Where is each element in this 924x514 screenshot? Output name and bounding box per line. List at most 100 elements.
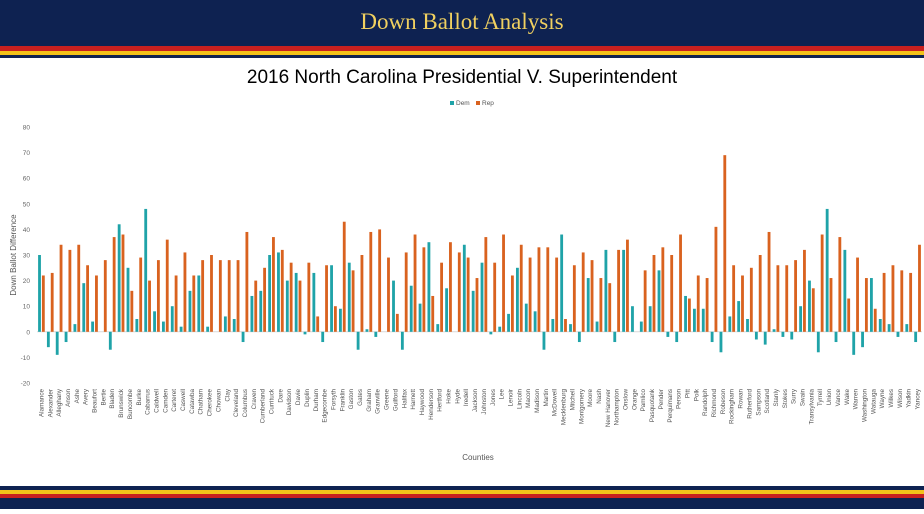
bar [277, 252, 280, 332]
bar [754, 331, 758, 340]
bar [701, 308, 705, 332]
bar [781, 331, 785, 337]
bar [692, 308, 696, 332]
bar [746, 319, 749, 332]
bar [289, 262, 293, 332]
bar [64, 331, 68, 343]
bar [799, 306, 803, 332]
x-tick-label: Brunswick [118, 388, 125, 418]
bar [112, 237, 116, 332]
x-tick-label: Jackson [472, 389, 479, 413]
bar [896, 331, 900, 337]
bar [661, 247, 665, 332]
x-tick-label: Harnett [410, 389, 417, 410]
bar [303, 331, 307, 335]
y-tick-label: 10 [23, 304, 31, 311]
bar [878, 319, 882, 332]
legend-swatch [450, 101, 454, 105]
x-tick-label: Cherokee [207, 389, 214, 417]
x-tick-label: Wilson [897, 389, 904, 408]
x-tick-label: Catawba [189, 389, 196, 414]
header-stripe [0, 55, 924, 58]
bar [431, 295, 435, 332]
bar [586, 278, 590, 332]
y-tick-label: -20 [21, 381, 31, 388]
x-tick-label: Macon [525, 389, 532, 408]
bar [590, 260, 594, 332]
bar [489, 331, 493, 335]
bar [834, 331, 838, 343]
x-tick-label: Guilford [392, 389, 399, 412]
bar [298, 280, 302, 332]
x-tick-label: Gaston [348, 389, 355, 410]
bar [652, 255, 656, 332]
header-stripe [0, 51, 924, 55]
bar [856, 257, 859, 332]
bar [179, 326, 183, 332]
x-tick-label: Lee [499, 389, 506, 400]
bar [498, 326, 502, 332]
bar [705, 278, 709, 332]
bar [285, 280, 289, 332]
bar [776, 265, 780, 332]
x-tick-label: Hertford [437, 389, 444, 412]
x-tick-label: Pasquotank [649, 388, 656, 422]
bar [533, 311, 537, 332]
x-tick-label: Lenoir [507, 389, 514, 407]
x-tick-label: Madison [534, 389, 541, 413]
x-tick-label: Lincoln [516, 389, 523, 409]
bar [794, 260, 798, 332]
slide-title: Down Ballot Analysis [360, 9, 563, 34]
bar [790, 331, 794, 340]
bar [236, 260, 240, 332]
bar [577, 331, 581, 343]
bar [436, 324, 440, 332]
bar [657, 270, 661, 332]
bar [462, 244, 466, 332]
bar [710, 331, 714, 343]
x-tick-label: Craven [251, 389, 258, 410]
bar [626, 239, 629, 332]
bar [546, 247, 550, 332]
bar [873, 308, 877, 332]
bar [528, 257, 532, 332]
x-tick-label: Wilkes [888, 389, 895, 408]
bar [838, 237, 842, 332]
bar [515, 267, 519, 332]
bar [130, 290, 134, 332]
bar [254, 280, 258, 332]
x-tick-label: Greene [384, 389, 391, 411]
bar [829, 278, 833, 332]
x-tick-label: Vance [835, 389, 842, 407]
bar [749, 267, 753, 332]
bar [59, 244, 63, 332]
x-tick-label: Polk [693, 388, 700, 401]
bar [537, 247, 541, 332]
x-tick-label: Mecklenburg [561, 389, 568, 426]
bar [555, 257, 559, 332]
bar [648, 306, 652, 332]
bar [356, 331, 360, 350]
x-tick-label: Granville [375, 389, 382, 414]
x-tick-label: McDowell [552, 389, 559, 416]
x-tick-label: Davie [295, 389, 302, 406]
x-tick-label: Jones [490, 389, 497, 406]
x-tick-label: Alexander [47, 389, 54, 417]
x-tick-label: Perquimans [667, 389, 674, 423]
bar [347, 262, 351, 332]
x-tick-label: Hoke [446, 389, 453, 404]
bar [542, 331, 546, 350]
bar [687, 298, 691, 332]
bar [737, 301, 741, 332]
x-tick-label: Camden [162, 389, 169, 413]
bar [502, 234, 505, 332]
x-tick-label: Caldwell [153, 389, 160, 413]
bar [250, 295, 254, 332]
bar [41, 275, 45, 332]
bar [852, 331, 856, 355]
bar [121, 234, 125, 332]
bar [666, 331, 670, 337]
x-tick-label: Dare [277, 389, 284, 403]
